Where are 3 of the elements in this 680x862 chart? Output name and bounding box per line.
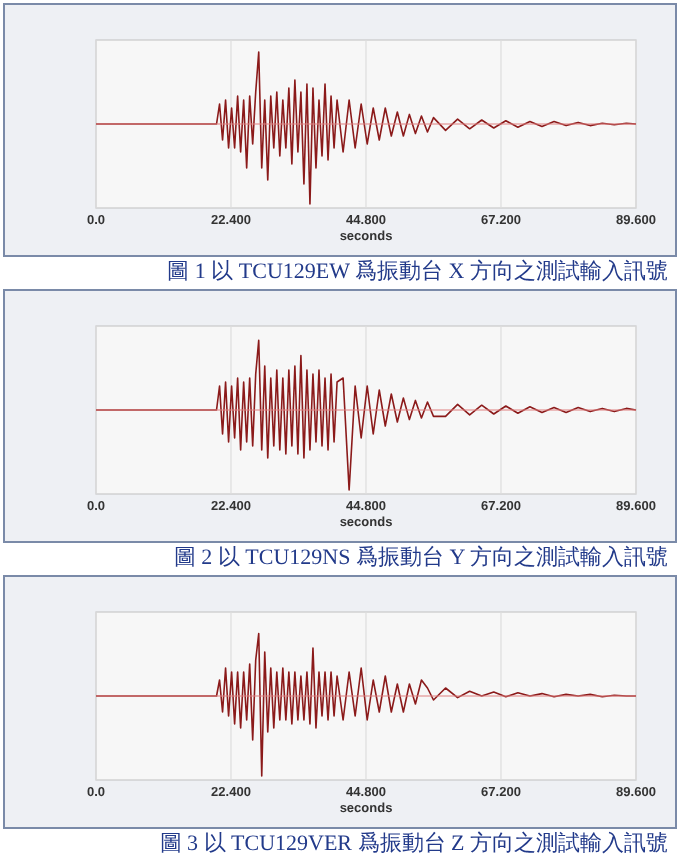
caption: 圖 3 以 TCU129VER 爲振動台 Z 方向之測試輸入訊號 bbox=[159, 830, 668, 856]
caption: 圖 2 以 TCU129NS 爲振動台 Y 方向之測試輸入訊號 bbox=[173, 544, 668, 570]
caption: 圖 1 以 TCU129EW 爲振動台 X 方向之測試輸入訊號 bbox=[167, 258, 668, 284]
